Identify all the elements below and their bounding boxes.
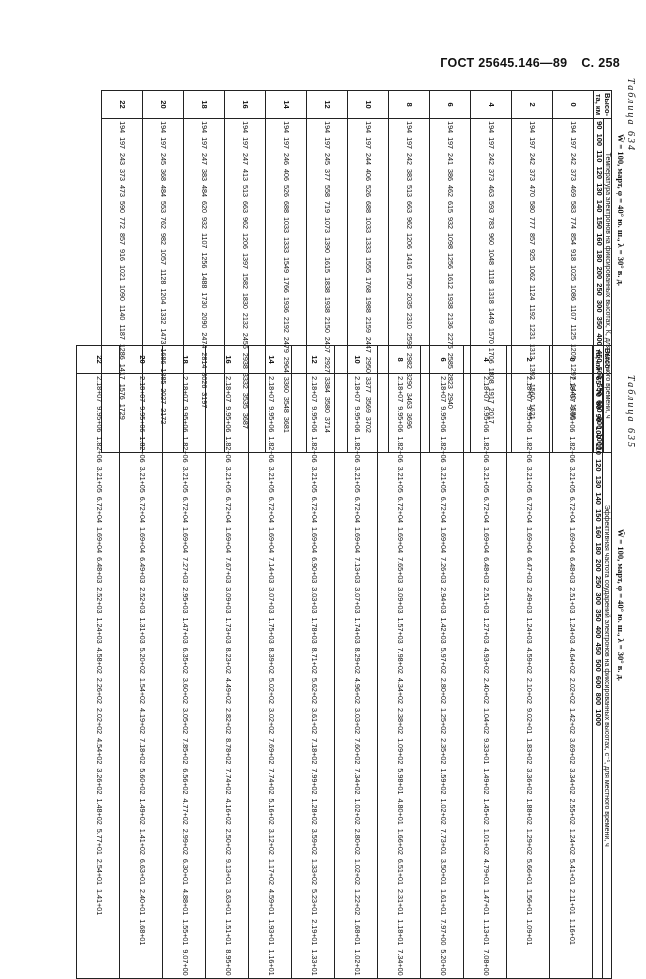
table2-values: 2.18+07 9.95+06 1.82+06 3.21+05 6.72+04 … [334,373,378,979]
table1-time-label: 6 [429,90,471,119]
table2-values: 2.18+07 9.95+06 1.82+06 3.21+05 6.72+04 … [420,373,464,979]
table2-heights: 65 70 80 90 100 110 120 130 140 150 160 … [592,373,603,979]
table1-title: W̄ = 100, март, φ = 40° ю. ш., λ = 30° в… [616,133,626,287]
table2-row: 16 2.18+07 9.95+06 1.82+06 3.21+05 6.72+0… [205,345,249,979]
table2-row: 20 2.18+07 9.95+06 1.82+06 3.21+05 6.72+0… [119,345,163,979]
table2-time-label: 14 [248,345,292,374]
table2-values: 2.18+07 9.95+06 1.82+06 3.21+05 6.72+04 … [377,373,421,979]
table2-time-label: 22 [76,345,120,374]
table2-values: 2.18+07 9.95+06 1.82+06 3.21+05 6.72+04 … [119,373,163,979]
gost-number: ГОСТ 25645.146—89 [440,56,568,70]
table2-row: 4 2.18+07 9.95+06 1.82+06 3.21+05 6.72+04… [463,345,507,979]
table2-row: 12 2.18+07 9.95+06 1.82+06 3.21+05 6.72+0… [291,345,335,979]
table1-time-label: 18 [183,90,225,119]
table2-values: 2.18+07 9.95+06 1.82+06 3.21+05 6.72+04 … [162,373,206,979]
table1-time-label: 2 [511,90,553,119]
table2-row: 14 2.18+07 9.95+06 1.82+06 3.21+05 6.72+0… [248,345,292,979]
table2-time-label: 16 [205,345,249,374]
table2-title: W̄ = 100, март, φ = 40° ю. ш., λ = 30° в… [616,528,626,682]
table2-time-label: 10 [334,345,378,374]
table1-time-label: 10 [347,90,389,119]
table2-height-label: Высо- та, км [592,345,612,374]
table1-time-label: 0 [552,90,594,119]
table2-time-label: 0 [549,345,593,374]
table1-time-label: 16 [224,90,266,119]
table1-time-label: 12 [306,90,348,119]
table2-row: 10 2.18+07 9.95+06 1.82+06 3.21+05 6.72+0… [334,345,378,979]
table2-grid: Высо- та, км Эффективная частота соударен… [76,345,612,979]
table1-time-label: 20 [142,90,184,119]
table2-caption: Таблица 635 [625,375,636,449]
table2-values: 2.18+07 9.95+06 1.82+06 3.21+05 6.72+04 … [248,373,292,979]
table2-time-label: 18 [162,345,206,374]
table1-time-label: 14 [265,90,307,119]
table2-row: 18 2.18+07 9.95+06 1.82+06 3.21+05 6.72+0… [162,345,206,979]
table2-row: 22 2.18+07 9.95+06 1.82+06 3.21+05 6.72+0… [76,345,120,979]
table1-time-label: 22 [101,90,143,119]
table1-caption: Таблица 634 [625,78,636,152]
table2-time-label: 6 [420,345,464,374]
table2-values: 2.18+07 9.95+06 1.82+06 3.21+05 6.72+04 … [549,373,593,979]
table2-time-label: 4 [463,345,507,374]
table2-values: 2.18+07 9.95+06 1.82+06 3.21+05 6.72+04 … [506,373,550,979]
page-number: С. 258 [581,56,620,70]
table1-time-label: 4 [470,90,512,119]
table2-time-label: 20 [119,345,163,374]
table2-subtitle: Эффективная частота соударений электроно… [602,373,612,979]
table2-values: 2.18+07 9.95+06 1.82+06 3.21+05 6.72+04 … [291,373,335,979]
page-header: ГОСТ 25645.146—89 С. 258 [440,56,620,70]
table2-time-label: 8 [377,345,421,374]
table2-row: 0 2.18+07 9.95+06 1.82+06 3.21+05 6.72+04… [549,345,593,979]
table2-row: 2 2.18+07 9.95+06 1.82+06 3.21+05 6.72+04… [506,345,550,979]
table2-values: 2.18+07 9.95+06 1.82+06 3.21+05 6.72+04 … [463,373,507,979]
table2-row: 8 2.18+07 9.95+06 1.82+06 3.21+05 6.72+04… [377,345,421,979]
table1-time-label: 8 [388,90,430,119]
table2-values: 2.18+07 9.95+06 1.82+06 3.21+05 6.72+04 … [205,373,249,979]
table2-time-label: 12 [291,345,335,374]
table1-height-label: Высо- та, км [593,90,612,119]
table2-values: 2.18+07 9.95+06 1.82+06 3.21+05 6.72+04 … [76,373,120,979]
table2-time-label: 2 [506,345,550,374]
table2-row: 6 2.18+07 9.95+06 1.82+06 3.21+05 6.72+04… [420,345,464,979]
